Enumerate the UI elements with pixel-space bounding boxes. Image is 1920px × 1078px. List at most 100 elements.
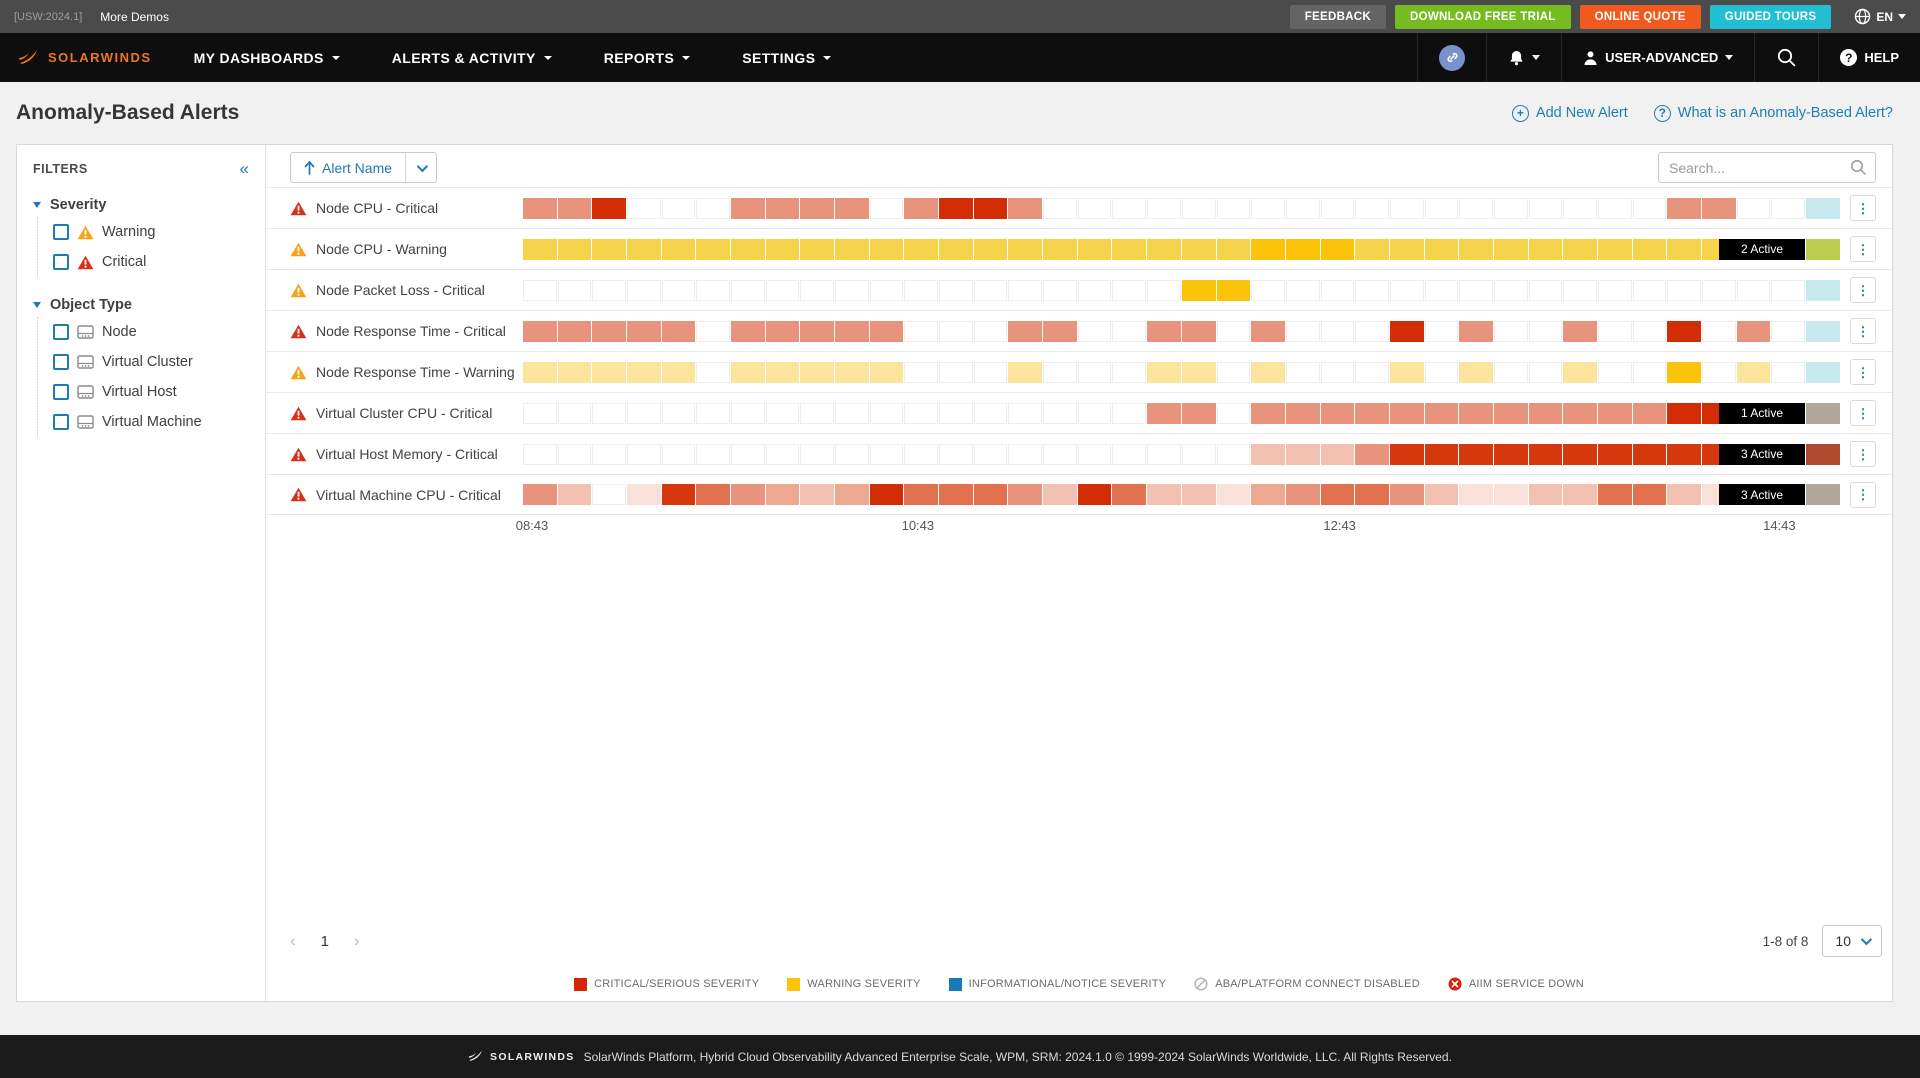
alert-name: Virtual Cluster CPU - Critical bbox=[316, 405, 493, 421]
row-menu-button[interactable]: ⋮ bbox=[1850, 277, 1876, 303]
critical-triangle-icon bbox=[290, 487, 307, 502]
page-size-select[interactable]: 10 bbox=[1822, 925, 1882, 957]
timeline-cell bbox=[661, 361, 696, 383]
what-is-anomaly-alert-link[interactable]: ? What is an Anomaly-Based Alert? bbox=[1653, 104, 1893, 122]
timeline-cell bbox=[592, 361, 627, 383]
sort-by-alert-name-button[interactable]: Alert Name bbox=[291, 153, 405, 182]
timeline-cell bbox=[1632, 197, 1667, 219]
checkbox[interactable] bbox=[53, 414, 69, 430]
filter-item-warning[interactable]: Warning bbox=[38, 217, 249, 247]
guided-tours-button[interactable]: GUIDED TOURS bbox=[1709, 4, 1832, 29]
alert-row[interactable]: Virtual Cluster CPU - Critical 1 Active ⋮ bbox=[266, 392, 1892, 433]
timeline-cell bbox=[800, 320, 835, 342]
previous-page-button[interactable]: ‹ bbox=[290, 931, 296, 950]
timeline-cell bbox=[1389, 197, 1424, 219]
add-new-alert-link[interactable]: + Add New Alert bbox=[1511, 104, 1628, 122]
timeline-cell bbox=[1355, 361, 1389, 383]
filter-item-virtual-machine[interactable]: Virtual Machine bbox=[38, 407, 249, 437]
alert-row[interactable]: Virtual Host Memory - Critical 3 Active ⋮ bbox=[266, 433, 1892, 474]
feedback-button[interactable]: FEEDBACK bbox=[1289, 4, 1387, 29]
timeline-cell bbox=[1632, 361, 1667, 383]
checkbox[interactable] bbox=[53, 324, 69, 340]
filters-title: FILTERS bbox=[33, 161, 88, 176]
timeline-cell bbox=[1389, 402, 1424, 424]
more-demos-link[interactable]: More Demos bbox=[100, 9, 169, 24]
warning-triangle-icon bbox=[290, 365, 307, 379]
timeline-cell bbox=[557, 279, 592, 301]
row-menu-button[interactable]: ⋮ bbox=[1850, 441, 1876, 467]
solarwinds-logo-icon bbox=[19, 49, 37, 64]
timeline-cell bbox=[765, 320, 800, 342]
help-button[interactable]: ? HELP bbox=[1818, 33, 1920, 82]
solarwinds-logo[interactable]: SOLARWINDS bbox=[0, 33, 168, 82]
filter-item-node[interactable]: Node bbox=[38, 317, 249, 347]
chevron-down-icon bbox=[1725, 55, 1734, 60]
timeline-cell bbox=[1459, 443, 1493, 465]
timeline-cell bbox=[835, 402, 869, 424]
download-free-trial-button[interactable]: DOWNLOAD FREE TRIAL bbox=[1395, 4, 1571, 29]
filter-item-critical[interactable]: Critical bbox=[38, 247, 249, 277]
timeline-current-cell bbox=[1806, 279, 1840, 301]
timeline-cell bbox=[869, 238, 904, 260]
filter-item-virtual-cluster[interactable]: Virtual Cluster bbox=[38, 347, 249, 377]
alert-row[interactable]: Node Response Time - Warning ⋮ bbox=[266, 351, 1892, 392]
alerts-card: FILTERS « Severity Warning Critical bbox=[16, 144, 1893, 1002]
timeline-cell bbox=[973, 443, 1008, 465]
search-input[interactable] bbox=[1658, 152, 1876, 183]
user-menu[interactable]: USER-ADVANCED bbox=[1561, 33, 1754, 82]
collapse-panel-icon[interactable]: « bbox=[239, 159, 249, 178]
alert-row[interactable]: Node CPU - Warning 2 Active ⋮ bbox=[266, 228, 1892, 269]
timeline-cell bbox=[1251, 279, 1285, 301]
filter-section-object-type-header[interactable]: Object Type bbox=[33, 297, 249, 313]
checkbox[interactable] bbox=[53, 354, 69, 370]
legend-aiim-down: AIIM SERVICE DOWN bbox=[1448, 977, 1584, 991]
chevron-down-icon bbox=[1532, 55, 1541, 60]
alert-row[interactable]: Node CPU - Critical ⋮ bbox=[266, 187, 1892, 228]
online-quote-button[interactable]: ONLINE QUOTE bbox=[1579, 4, 1701, 29]
timeline-cell bbox=[1493, 443, 1528, 465]
alert-row[interactable]: Node Packet Loss - Critical ⋮ bbox=[266, 269, 1892, 310]
nav-my-dashboards[interactable]: MY DASHBOARDS bbox=[168, 33, 366, 82]
row-menu-button[interactable]: ⋮ bbox=[1850, 236, 1876, 262]
timeline-cell bbox=[939, 238, 973, 260]
filter-section-severity-header[interactable]: Severity bbox=[33, 197, 249, 213]
timeline-cell bbox=[1389, 443, 1424, 465]
timeline-cell bbox=[523, 484, 557, 505]
language-selector[interactable]: EN bbox=[1854, 8, 1906, 25]
chevron-down-icon bbox=[33, 302, 41, 308]
timeline-cell bbox=[1667, 484, 1701, 505]
timeline-cell bbox=[1320, 361, 1355, 383]
timeline-cell bbox=[1597, 402, 1632, 424]
timeline-cell bbox=[696, 402, 731, 424]
checkbox[interactable] bbox=[53, 224, 69, 240]
checkbox[interactable] bbox=[53, 384, 69, 400]
row-menu-button[interactable]: ⋮ bbox=[1850, 481, 1876, 508]
sort-options-dropdown[interactable] bbox=[405, 153, 436, 182]
row-menu-button[interactable]: ⋮ bbox=[1850, 318, 1876, 344]
row-menu-button[interactable]: ⋮ bbox=[1850, 359, 1876, 385]
alert-row[interactable]: Virtual Machine CPU - Critical 3 Active ⋮ bbox=[266, 474, 1892, 515]
quick-link-button[interactable] bbox=[1417, 33, 1486, 82]
nav-alerts-activity[interactable]: ALERTS & ACTIVITY bbox=[366, 33, 578, 82]
nav-settings[interactable]: SETTINGS bbox=[716, 33, 857, 82]
timeline-cell bbox=[661, 320, 696, 342]
timeline-cell bbox=[1355, 320, 1389, 342]
timeline-cell bbox=[661, 279, 696, 301]
timeline-cell bbox=[731, 361, 765, 383]
row-menu-button[interactable]: ⋮ bbox=[1850, 400, 1876, 426]
row-menu-button[interactable]: ⋮ bbox=[1850, 195, 1876, 221]
filter-section-object-type: Object Type Node Virtual Cluster Virtual… bbox=[33, 297, 249, 437]
timeline-cell bbox=[1389, 361, 1424, 383]
timeline-cell bbox=[869, 361, 904, 383]
timeline-cell bbox=[1701, 279, 1736, 301]
filter-item-virtual-host[interactable]: Virtual Host bbox=[38, 377, 249, 407]
global-search-button[interactable] bbox=[1754, 33, 1818, 82]
alert-row[interactable]: Node Response Time - Critical ⋮ bbox=[266, 310, 1892, 351]
results-range-label: 1-8 of 8 bbox=[1762, 933, 1809, 949]
checkbox[interactable] bbox=[53, 254, 69, 270]
notifications-button[interactable] bbox=[1486, 33, 1561, 82]
alert-name: Node Response Time - Critical bbox=[316, 323, 506, 339]
nav-reports[interactable]: REPORTS bbox=[578, 33, 716, 82]
next-page-button[interactable]: › bbox=[354, 931, 360, 950]
timeline-cell bbox=[1528, 279, 1563, 301]
